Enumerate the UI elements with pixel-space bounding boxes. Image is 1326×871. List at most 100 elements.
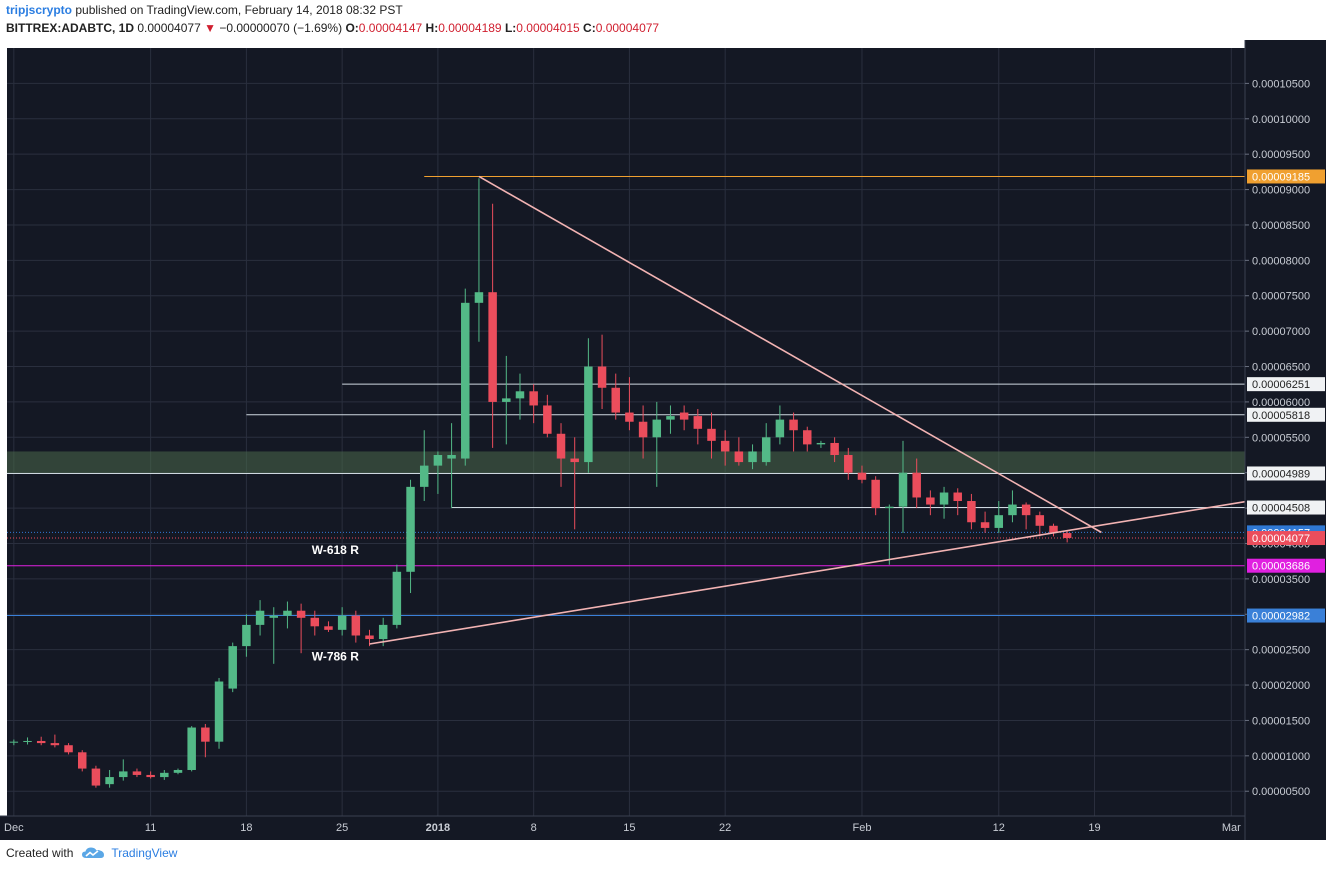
candle-body <box>324 626 333 630</box>
x-tick-label: 18 <box>240 822 252 834</box>
candle-body <box>419 465 429 487</box>
close-value: 0.00004077 <box>595 21 660 35</box>
candle-body <box>844 455 853 473</box>
candle-body <box>296 610 306 618</box>
x-tick-label: 8 <box>531 822 537 834</box>
candle-body <box>269 615 278 618</box>
price-tag-label: 0.00003686 <box>1252 561 1310 573</box>
candle-body <box>994 515 1004 528</box>
y-tick-label: 0.00005500 <box>1252 432 1310 444</box>
symbol-line: BITTREX:ADABTC, 1D 0.00004077 ▼ −0.00000… <box>6 21 659 35</box>
x-tick-label: 2018 <box>426 822 450 834</box>
x-tick-label: Dec <box>4 822 24 834</box>
candle-body <box>570 458 579 463</box>
price-tag-label: 0.00005818 <box>1252 410 1310 422</box>
candle-body <box>50 743 60 746</box>
y-tick-label: 0.00006500 <box>1252 362 1310 374</box>
x-tick-label: 22 <box>719 822 731 834</box>
candle-body <box>597 366 607 388</box>
price-tag <box>1247 407 1325 422</box>
tradingview-link[interactable]: TradingView <box>111 846 178 860</box>
y-tick-label: 0.00010500 <box>1252 78 1310 90</box>
price-tag-label: 0.00004077 <box>1252 533 1310 545</box>
x-tick-label: Feb <box>852 822 871 834</box>
price-tag <box>1247 169 1325 184</box>
y-tick-label: 0.00008500 <box>1252 220 1310 232</box>
candle-body <box>816 442 826 445</box>
candle-body <box>160 772 169 778</box>
candle-body <box>556 433 566 459</box>
candle-body <box>775 419 785 438</box>
candle-body <box>23 740 32 742</box>
price-chart[interactable]: W-618 R W-786 R 0.00000500 0.00001000 0.0000… <box>0 40 1326 840</box>
candle-body <box>939 492 949 505</box>
candle-body <box>529 391 538 406</box>
candle-body <box>666 416 675 420</box>
candle-body <box>967 501 976 523</box>
price-tag-label: 0.00009185 <box>1252 171 1310 183</box>
time-axis <box>0 816 1245 840</box>
price-tag <box>1247 608 1325 623</box>
candle-body <box>652 419 662 438</box>
x-tick-label: 11 <box>145 822 156 834</box>
candle-body <box>187 727 196 770</box>
price-change: −0.00000070 (−1.69%) <box>219 21 343 35</box>
candle-body <box>173 769 183 773</box>
candle-body <box>105 777 114 785</box>
y-tick-label: 0.00002500 <box>1252 645 1310 657</box>
candle-body <box>447 455 456 459</box>
y-tick-label: 0.00001000 <box>1252 751 1310 763</box>
price-tag-label: 0.00002982 <box>1252 611 1310 623</box>
x-tick-label: Mar <box>1222 822 1241 834</box>
x-tick-label: 15 <box>623 822 635 834</box>
candle-body <box>365 635 374 640</box>
y-tick-label: 0.00009500 <box>1252 149 1310 161</box>
open-label: O: <box>345 21 359 35</box>
tradingview-cloud-icon <box>82 847 105 858</box>
candle-body <box>898 472 908 507</box>
candle-body <box>283 610 292 616</box>
y-tick-label: 0.00001500 <box>1252 715 1310 727</box>
candle-body <box>488 292 497 402</box>
candle-body <box>1021 504 1031 516</box>
candle-body <box>433 455 443 466</box>
y-tick-label: 0.00003500 <box>1252 574 1310 586</box>
candle-body <box>885 506 894 509</box>
candle-body <box>980 522 990 528</box>
low-label: L: <box>504 21 517 35</box>
candle-body <box>720 440 730 452</box>
last-price: 0.00004077 <box>137 21 201 35</box>
candle-body <box>707 428 716 441</box>
candle-body <box>679 412 689 420</box>
candle-body <box>830 442 839 456</box>
author-link[interactable]: tripjscrypto <box>6 3 73 17</box>
price-tag-label: 0.00004989 <box>1252 468 1310 480</box>
candle-body <box>474 292 484 303</box>
y-tick-label: 0.00007500 <box>1252 291 1310 303</box>
open-value: 0.00004147 <box>358 21 423 35</box>
y-tick-label: 0.00010000 <box>1252 114 1310 126</box>
candle-body <box>337 615 347 630</box>
candle-body <box>693 416 703 429</box>
candle-body <box>201 727 210 742</box>
annotation-label: W-786 R <box>312 649 359 663</box>
y-tick-label: 0.00006000 <box>1252 397 1310 409</box>
candle-body <box>310 617 320 627</box>
y-tick-label: 0.00009000 <box>1252 185 1310 197</box>
candle-body <box>242 624 251 647</box>
candle-body <box>871 479 880 509</box>
x-tick-label: 12 <box>993 822 1005 834</box>
price-tag-label: 0.00006251 <box>1252 379 1310 391</box>
candle-body <box>1049 525 1058 533</box>
candle-body <box>638 421 648 438</box>
candle-body <box>789 419 798 431</box>
candle-body <box>378 624 388 640</box>
price-tag <box>1247 500 1325 515</box>
candle-body <box>1035 515 1045 526</box>
y-tick-label: 0.00007000 <box>1252 326 1310 338</box>
candle-body <box>392 571 402 625</box>
candle-body <box>611 387 620 413</box>
x-tick-label: 25 <box>336 822 348 834</box>
candle-body <box>36 740 46 744</box>
trendline <box>478 175 1102 534</box>
